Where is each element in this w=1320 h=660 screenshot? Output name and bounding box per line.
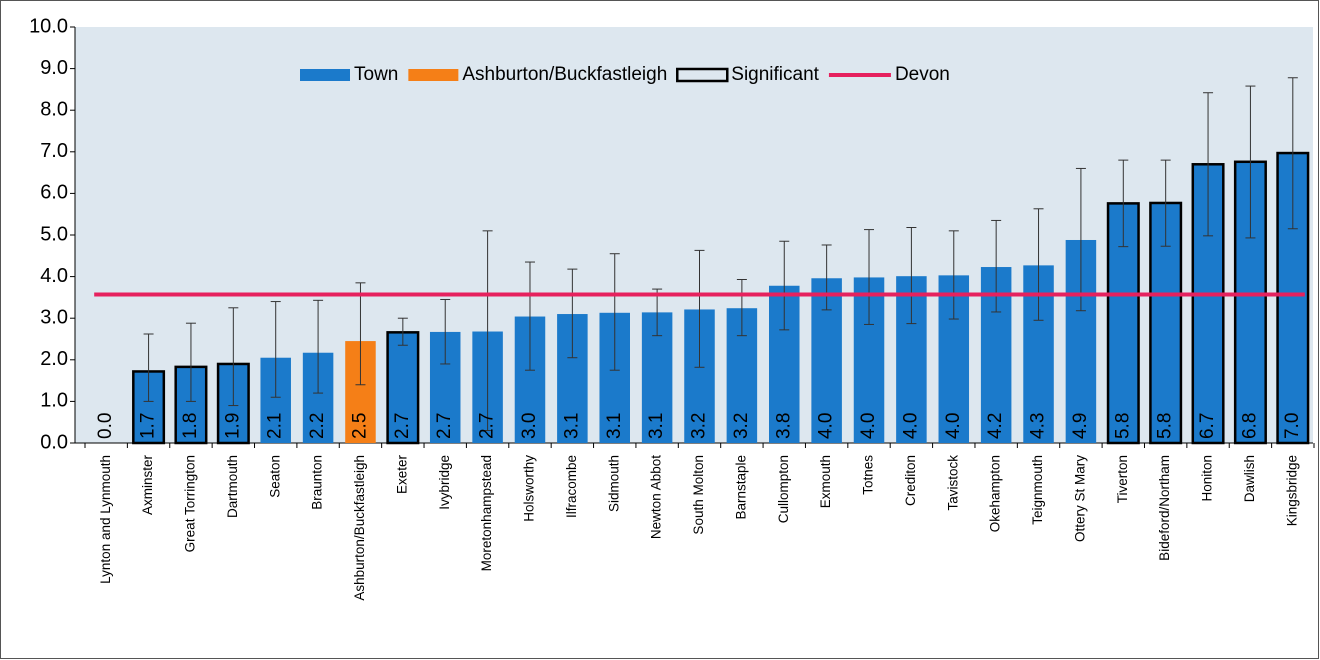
y-tick-label: 9.0	[40, 57, 68, 79]
y-tick-label: 1.0	[40, 390, 68, 412]
x-tick-label: Ashburton/Buckfastleigh	[352, 455, 367, 601]
x-tick-label: Dartmouth	[225, 455, 240, 518]
data-label: 2.5	[349, 413, 370, 439]
x-tick-label: Ilfracombe	[564, 455, 579, 518]
y-tick-label: 8.0	[40, 98, 68, 120]
data-label: 6.7	[1197, 413, 1218, 439]
x-tick-label: Tiverton	[1115, 455, 1130, 503]
y-tick-label: 7.0	[40, 140, 68, 162]
y-tick-label: 10.0	[29, 15, 68, 37]
data-label: 3.1	[561, 413, 582, 439]
y-tick-label: 6.0	[40, 182, 68, 204]
data-label: 3.1	[604, 413, 625, 439]
data-label: 4.0	[943, 413, 964, 439]
data-label: 3.8	[773, 413, 794, 439]
legend-swatch	[408, 69, 459, 81]
x-tick-label: Braunton	[310, 455, 325, 510]
data-label: 2.7	[477, 413, 498, 439]
x-tick-label: Sidmouth	[606, 455, 621, 512]
data-label: 3.2	[689, 413, 710, 439]
data-label: 2.7	[434, 413, 455, 439]
data-label: 2.1	[265, 413, 286, 439]
x-tick-label: Ivybridge	[437, 455, 452, 510]
data-label: 5.8	[1155, 413, 1176, 439]
data-label: 3.1	[646, 413, 667, 439]
legend-swatch	[676, 67, 729, 83]
data-label: 4.3	[1028, 413, 1049, 439]
x-tick-label: Moretonhampstead	[479, 455, 494, 571]
data-label: 1.7	[138, 413, 159, 439]
bar	[386, 331, 420, 445]
x-tick-label: Crediton	[903, 455, 918, 506]
x-tick-label: South Molton	[691, 455, 706, 535]
data-label: 4.9	[1070, 413, 1091, 439]
x-tick-label: Great Torrington	[183, 455, 198, 552]
x-tick-label: Barnstaple	[733, 455, 748, 520]
x-tick-label: Holsworthy	[522, 455, 537, 522]
data-label: 3.2	[731, 413, 752, 439]
data-label: 4.0	[816, 413, 837, 439]
legend-label: Significant	[731, 64, 819, 85]
y-tick-label: 3.0	[40, 306, 68, 328]
x-tick-label: Okehampton	[988, 455, 1003, 532]
legend-label: Devon	[895, 64, 950, 85]
x-tick-label: Lynton and Lynmouth	[98, 455, 113, 584]
x-tick-label: Kingsbridge	[1284, 455, 1299, 526]
x-tick-label: Exeter	[394, 455, 409, 495]
data-label: 5.8	[1112, 413, 1133, 439]
data-label: 4.0	[900, 413, 921, 439]
plot: 0.0 1.0 2.0 3.0 4.0 5.0 6.0 7.0 8.0 9.0 10.0 0.0 Lyn…	[29, 15, 1315, 601]
data-label: 2.2	[307, 413, 328, 439]
x-tick-label: Exmouth	[818, 455, 833, 508]
data-label: 0.0	[95, 413, 116, 439]
x-tick-label: Teignmouth	[1030, 455, 1045, 525]
data-label: 4.2	[985, 413, 1006, 439]
x-tick-label: Dawlish	[1242, 455, 1257, 502]
x-tick-label: Ottery St Mary	[1072, 455, 1087, 542]
x-tick-label: Seaton	[267, 455, 282, 498]
data-label: 3.0	[519, 413, 540, 439]
y-tick-label: 4.0	[40, 265, 68, 287]
x-tick-label: Newton Abbot	[649, 455, 664, 539]
y-tick-label: 0.0	[40, 431, 68, 453]
data-label: 1.8	[180, 413, 201, 439]
y-tick-label: 2.0	[40, 348, 68, 370]
data-label: 1.9	[222, 413, 243, 439]
x-tick-label: Honiton	[1200, 455, 1215, 502]
x-tick-label: Bideford/Northam	[1157, 455, 1172, 561]
x-tick-label: Axminster	[140, 454, 155, 515]
x-tick-label: Tavistock	[945, 455, 960, 511]
data-label: 6.8	[1239, 413, 1260, 439]
y-tick-label: 5.0	[40, 223, 68, 245]
legend-label: Town	[354, 64, 398, 85]
x-tick-label: Totnes	[861, 455, 876, 495]
data-label: 2.7	[392, 413, 413, 439]
data-label: 4.0	[858, 413, 879, 439]
x-tick-label: Cullompton	[776, 455, 791, 523]
data-label: 7.0	[1282, 413, 1303, 439]
legend-swatch	[300, 69, 350, 81]
legend-label: Ashburton/Buckfastleigh	[462, 64, 667, 85]
